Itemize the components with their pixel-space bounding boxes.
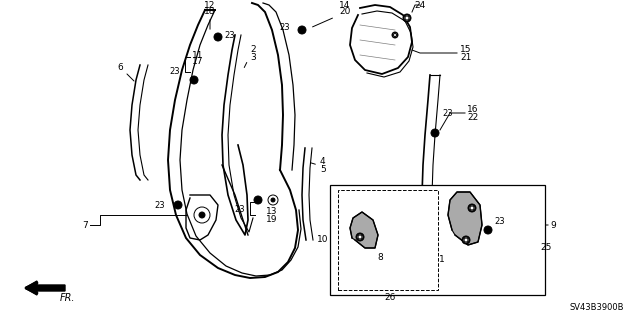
Text: FR.: FR. xyxy=(60,293,76,303)
Circle shape xyxy=(403,14,411,22)
Text: 1: 1 xyxy=(439,256,445,264)
Text: 9: 9 xyxy=(550,220,556,229)
Text: 23: 23 xyxy=(443,108,453,117)
Text: SV43B3900B: SV43B3900B xyxy=(570,303,625,313)
Text: 24: 24 xyxy=(414,1,426,10)
Text: 18: 18 xyxy=(204,8,216,17)
Circle shape xyxy=(468,204,476,212)
Text: 16: 16 xyxy=(467,106,479,115)
Text: 4: 4 xyxy=(320,158,326,167)
Text: 23: 23 xyxy=(495,218,506,226)
Text: 6: 6 xyxy=(117,63,123,72)
Text: 8: 8 xyxy=(377,254,383,263)
Polygon shape xyxy=(448,192,482,245)
Circle shape xyxy=(268,195,278,205)
Text: 20: 20 xyxy=(339,8,351,17)
Text: 26: 26 xyxy=(384,293,396,302)
Text: 23: 23 xyxy=(170,68,180,77)
Circle shape xyxy=(214,33,222,41)
Circle shape xyxy=(405,16,409,20)
Text: 12: 12 xyxy=(204,1,216,10)
Text: 2: 2 xyxy=(250,46,255,55)
Circle shape xyxy=(431,129,439,137)
Circle shape xyxy=(470,206,474,210)
Text: 7: 7 xyxy=(83,220,88,229)
Circle shape xyxy=(462,236,470,244)
Text: 23: 23 xyxy=(154,201,165,210)
Circle shape xyxy=(392,32,398,38)
Circle shape xyxy=(271,198,275,202)
Text: 5: 5 xyxy=(320,165,326,174)
FancyArrow shape xyxy=(25,281,65,295)
Circle shape xyxy=(358,235,362,239)
Circle shape xyxy=(190,76,198,84)
Text: 3: 3 xyxy=(250,53,256,62)
Text: 17: 17 xyxy=(192,57,204,66)
Text: 23: 23 xyxy=(280,24,290,33)
Circle shape xyxy=(394,33,397,36)
Circle shape xyxy=(174,201,182,209)
Text: 13: 13 xyxy=(266,207,278,217)
Text: 25: 25 xyxy=(540,243,552,253)
Text: 23: 23 xyxy=(234,205,245,214)
Polygon shape xyxy=(350,212,378,248)
Text: 14: 14 xyxy=(339,1,351,10)
Text: 23: 23 xyxy=(225,31,236,40)
Text: 15: 15 xyxy=(460,46,472,55)
Text: 21: 21 xyxy=(460,53,472,62)
Circle shape xyxy=(194,207,210,223)
Text: 11: 11 xyxy=(192,50,204,60)
Text: 22: 22 xyxy=(467,113,478,122)
Circle shape xyxy=(254,196,262,204)
Circle shape xyxy=(356,233,364,241)
Circle shape xyxy=(199,212,205,218)
Bar xyxy=(338,190,438,290)
Circle shape xyxy=(298,26,306,34)
Bar xyxy=(330,185,545,295)
Text: 10: 10 xyxy=(317,235,328,244)
Circle shape xyxy=(464,238,468,242)
Circle shape xyxy=(484,226,492,234)
Text: 19: 19 xyxy=(266,214,278,224)
